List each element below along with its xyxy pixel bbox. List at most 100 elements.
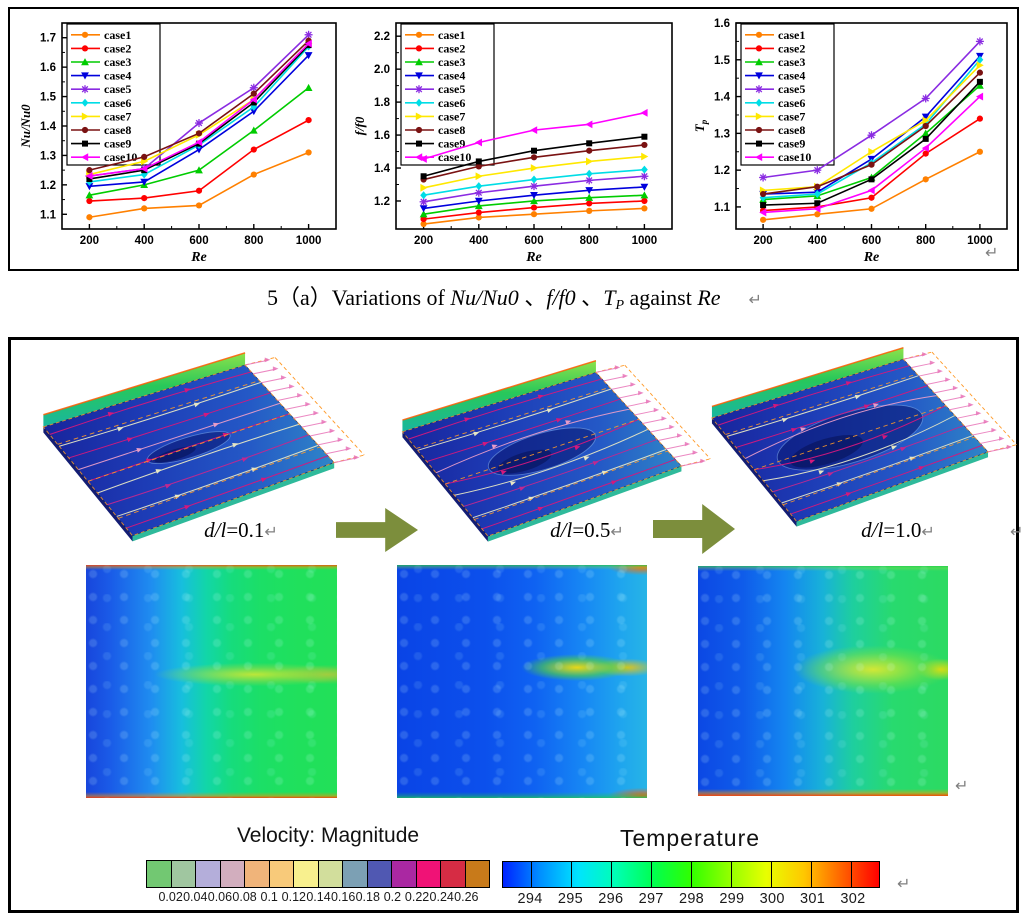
svg-text:400: 400 [469, 235, 488, 247]
svg-text:1.1: 1.1 [40, 209, 57, 221]
chart-f-f0: 200 400 600 800 1000 1.2 1.4 1.6 1.8 2.0 2.2 Re f/f0… [352, 11, 682, 272]
return-mark-icon: ↵ [985, 243, 999, 262]
velocity-swatch [441, 861, 466, 887]
velocity-colorbar-labels: 0.02 0.04 0.06 0.08 0.1 0.12 0.14 0.16 0.18 0.2 0.… [146, 890, 491, 906]
svg-text:case6: case6 [438, 96, 465, 110]
svg-text:case3: case3 [104, 55, 131, 69]
svg-text:800: 800 [580, 235, 599, 247]
return-mark-icon: ↵ [748, 290, 762, 309]
velocity-tick-label: 0.14 [306, 890, 331, 904]
velocity-swatch [269, 861, 294, 887]
svg-text:1.5: 1.5 [714, 55, 731, 67]
svg-text:case2: case2 [104, 41, 131, 55]
svg-text:1000: 1000 [632, 235, 658, 247]
velocity-tick-label: 0.1 [260, 890, 278, 904]
panel-label-dl-0-1: d/l=0.1↵ [141, 518, 341, 543]
chart-nu-nu0: 200 400 600 800 1000 1.1 1.2 1.3 1.4 1.5 1.6 1.7 Re N… [18, 11, 346, 272]
svg-text:1.6: 1.6 [40, 62, 56, 74]
svg-text:case9: case9 [778, 137, 805, 151]
velocity-swatch [294, 861, 319, 887]
svg-text:1.3: 1.3 [714, 128, 730, 140]
caption-part: f/f0 [546, 285, 576, 310]
velocity-swatch [465, 861, 489, 887]
ratio-text: d/l [861, 518, 884, 542]
svg-text:1.7: 1.7 [40, 33, 56, 45]
svg-text:case5: case5 [104, 82, 131, 96]
flow-panel-dl-0-1 [42, 352, 365, 542]
velocity-tick-label: 0.16 [330, 890, 356, 904]
velocity-colorbar-title: Velocity: Magnitude [236, 824, 420, 847]
velocity-tick-label: 0.22 [404, 890, 430, 904]
svg-text:case4: case4 [104, 69, 131, 83]
svg-text:1000: 1000 [967, 235, 993, 247]
svg-text:case4: case4 [438, 69, 465, 83]
svg-text:case5: case5 [438, 82, 465, 96]
flow-panel-dl-1-0 [711, 346, 1017, 527]
svg-text:1.4: 1.4 [40, 121, 57, 133]
temperature-tick-label: 298 [678, 891, 705, 907]
svg-text:1.2: 1.2 [374, 196, 390, 208]
velocity-swatch [416, 861, 441, 887]
temperature-tick-label: 294 [517, 891, 543, 907]
caption-part: T [603, 285, 616, 310]
svg-text:case7: case7 [104, 109, 131, 123]
return-mark-icon: ↵ [921, 522, 935, 541]
velocity-swatch [171, 861, 196, 887]
ratio-value: =0.1 [226, 518, 265, 542]
temperature-bar-divider [530, 862, 532, 887]
temperature-bar-divider [691, 862, 692, 887]
temperature-bar-divider [650, 862, 652, 887]
svg-text:200: 200 [80, 235, 99, 247]
temperature-tick-label: 300 [759, 891, 785, 907]
svg-text:case9: case9 [438, 137, 465, 151]
svg-text:case6: case6 [104, 96, 131, 110]
svg-text:case1: case1 [778, 28, 805, 42]
temperature-bar-divider [610, 862, 612, 887]
velocity-tick-label: 0.26 [454, 890, 479, 904]
svg-text:400: 400 [808, 235, 827, 247]
svg-text:case8: case8 [778, 123, 805, 137]
caption-part: P [615, 298, 624, 313]
velocity-swatch [367, 861, 392, 887]
svg-text:case8: case8 [438, 123, 465, 137]
temperature-colorbar [502, 861, 880, 888]
caption-part: 5（a）Variations of [267, 285, 451, 310]
velocity-tick-label: 0.18 [355, 890, 380, 904]
svg-text:600: 600 [862, 235, 881, 247]
return-mark-icon: ↵ [955, 776, 969, 795]
velocity-swatch [147, 861, 172, 887]
velocity-swatch [343, 861, 368, 887]
velocity-tick-label: 0.02 [158, 890, 183, 904]
svg-text:1.4: 1.4 [374, 163, 391, 175]
velocity-tick-label: 0.06 [207, 890, 233, 904]
temperature-colorbar-labels: 294 295 296 297 298 299 300 301 302 [502, 891, 881, 907]
temperature-bar-divider [771, 862, 773, 887]
velocity-swatch [220, 861, 245, 887]
velocity-tick-label: 0.24 [429, 890, 454, 904]
temperature-tick-label: 301 [800, 891, 826, 907]
temperature-bar-divider [811, 862, 813, 887]
velocity-tick-label: 0.08 [232, 890, 257, 904]
svg-text:1.8: 1.8 [374, 97, 391, 109]
svg-text:Nu/Nu0: Nu/Nu0 [18, 104, 33, 149]
svg-text:f/f0: f/f0 [352, 116, 367, 135]
temperature-bar-divider [851, 862, 853, 887]
svg-text:case3: case3 [778, 55, 805, 69]
velocity-swatch [245, 861, 270, 887]
svg-text:1.4: 1.4 [714, 92, 731, 104]
temperature-tick-label: 302 [840, 891, 866, 907]
velocity-colorbar [146, 860, 490, 888]
caption-part: 、 [575, 285, 604, 310]
svg-text:case6: case6 [778, 96, 805, 110]
svg-text:case10: case10 [438, 150, 471, 164]
temperature-tick-label: 297 [638, 891, 664, 907]
svg-text:1.6: 1.6 [374, 130, 390, 142]
svg-text:800: 800 [244, 235, 263, 247]
caption-text: 5（a）Variations of Nu/Nu0 、f/f0 、TP again… [267, 285, 720, 313]
svg-text:200: 200 [414, 235, 433, 247]
svg-text:case3: case3 [438, 55, 465, 69]
panel-label-dl-0-5: d/l=0.5↵ [487, 518, 687, 543]
svg-text:1000: 1000 [296, 235, 322, 247]
figure-bottom: d/l=0.1↵ d/l=0.5↵ d/l=1.0↵ Velocity: Mag… [8, 337, 1023, 913]
